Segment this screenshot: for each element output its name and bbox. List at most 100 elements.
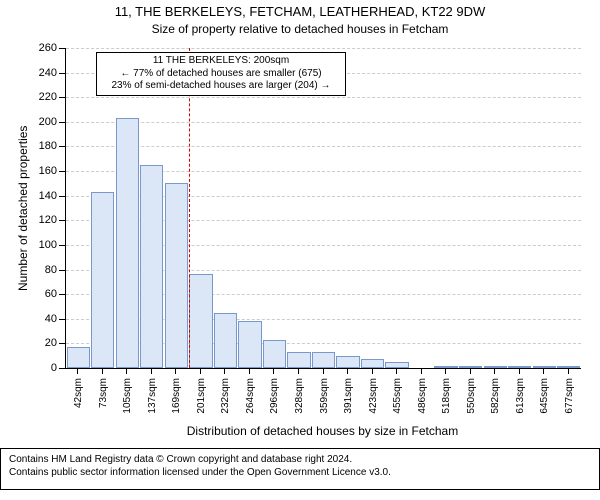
y-tick-label: 160 — [31, 165, 57, 177]
bars-container — [66, 48, 581, 368]
x-tick-label: 105sqm — [122, 378, 133, 414]
x-tick-label: 201sqm — [196, 378, 207, 414]
y-tick — [59, 245, 65, 246]
footer-line-2: Contains public sector information licen… — [9, 466, 591, 479]
x-tick — [470, 368, 471, 374]
x-tick — [421, 368, 422, 374]
footer-line-1: Contains HM Land Registry data © Crown c… — [9, 453, 591, 466]
x-tick-label: 328sqm — [294, 378, 305, 414]
y-tick-label: 120 — [31, 214, 57, 226]
histogram-bar — [189, 274, 212, 368]
x-tick — [494, 368, 495, 374]
x-tick — [568, 368, 569, 374]
y-tick — [59, 294, 65, 295]
x-tick-label: 550sqm — [466, 378, 477, 414]
y-tick-label: 80 — [31, 264, 57, 276]
y-tick — [59, 48, 65, 49]
x-tick-label: 582sqm — [490, 378, 501, 414]
x-tick-label: 613sqm — [515, 378, 526, 414]
y-tick-label: 180 — [31, 140, 57, 152]
histogram-bar — [434, 366, 457, 368]
chart-title: 11, THE BERKELEYS, FETCHAM, LEATHERHEAD,… — [0, 4, 600, 19]
y-tick-label: 20 — [31, 337, 57, 349]
x-tick-label: 518sqm — [441, 378, 452, 414]
y-axis-label: Number of detached properties — [16, 125, 30, 290]
footer-box: Contains HM Land Registry data © Crown c… — [0, 448, 600, 490]
plot-area: 11 THE BERKELEYS: 200sqm ← 77% of detach… — [65, 48, 581, 369]
y-tick — [59, 122, 65, 123]
x-tick-label: 73sqm — [98, 378, 109, 408]
y-tick-label: 100 — [31, 239, 57, 251]
y-tick — [59, 171, 65, 172]
y-tick-label: 200 — [31, 116, 57, 128]
x-tick-label: 232sqm — [220, 378, 231, 414]
x-tick-label: 296sqm — [269, 378, 280, 414]
x-tick — [396, 368, 397, 374]
reference-line — [189, 48, 190, 368]
x-tick — [372, 368, 373, 374]
histogram-bar — [508, 366, 531, 368]
x-tick — [102, 368, 103, 374]
histogram-bar — [140, 165, 163, 368]
x-tick — [543, 368, 544, 374]
histogram-bar — [361, 359, 384, 368]
histogram-bar — [459, 366, 482, 368]
annotation-line-2: ← 77% of detached houses are smaller (67… — [101, 68, 341, 81]
y-tick-label: 260 — [31, 42, 57, 54]
x-tick-label: 359sqm — [319, 378, 330, 414]
histogram-bar — [287, 352, 310, 368]
y-tick — [59, 270, 65, 271]
x-tick — [126, 368, 127, 374]
histogram-bar — [263, 340, 286, 368]
histogram-bar — [336, 356, 359, 368]
x-tick — [200, 368, 201, 374]
x-tick — [347, 368, 348, 374]
x-tick-label: 486sqm — [417, 378, 428, 414]
x-tick — [519, 368, 520, 374]
histogram-bar — [214, 313, 237, 368]
y-tick — [59, 319, 65, 320]
histogram-bar — [116, 118, 139, 368]
histogram-bar — [238, 321, 261, 368]
x-tick — [224, 368, 225, 374]
annotation-line-1: 11 THE BERKELEYS: 200sqm — [101, 55, 341, 68]
x-tick-label: 645sqm — [539, 378, 550, 414]
annotation-box: 11 THE BERKELEYS: 200sqm ← 77% of detach… — [96, 52, 346, 96]
x-tick-label: 42sqm — [73, 378, 84, 408]
y-tick — [59, 368, 65, 369]
x-tick — [445, 368, 446, 374]
y-tick-label: 40 — [31, 313, 57, 325]
y-tick — [59, 97, 65, 98]
chart-subtitle: Size of property relative to detached ho… — [0, 22, 600, 36]
x-tick — [298, 368, 299, 374]
y-tick-label: 140 — [31, 190, 57, 202]
histogram-bar — [165, 183, 188, 368]
y-tick — [59, 220, 65, 221]
x-axis-label: Distribution of detached houses by size … — [65, 424, 580, 438]
x-tick — [151, 368, 152, 374]
x-tick-label: 677sqm — [564, 378, 575, 414]
y-tick — [59, 343, 65, 344]
y-tick-label: 240 — [31, 67, 57, 79]
y-tick — [59, 73, 65, 74]
histogram-bar — [385, 362, 408, 368]
x-tick — [175, 368, 176, 374]
y-tick — [59, 146, 65, 147]
histogram-bar — [533, 366, 556, 368]
x-tick — [77, 368, 78, 374]
x-tick — [273, 368, 274, 374]
x-tick-label: 423sqm — [368, 378, 379, 414]
x-tick-label: 137sqm — [147, 378, 158, 414]
histogram-bar — [484, 366, 507, 368]
histogram-bar — [91, 192, 114, 368]
y-tick-label: 60 — [31, 288, 57, 300]
x-tick-label: 391sqm — [343, 378, 354, 414]
x-tick — [323, 368, 324, 374]
chart-root: 11, THE BERKELEYS, FETCHAM, LEATHERHEAD,… — [0, 0, 600, 500]
histogram-bar — [67, 347, 90, 368]
x-tick — [249, 368, 250, 374]
x-tick-label: 264sqm — [245, 378, 256, 414]
x-tick-label: 169sqm — [171, 378, 182, 414]
y-tick-label: 0 — [31, 362, 57, 374]
y-tick — [59, 196, 65, 197]
